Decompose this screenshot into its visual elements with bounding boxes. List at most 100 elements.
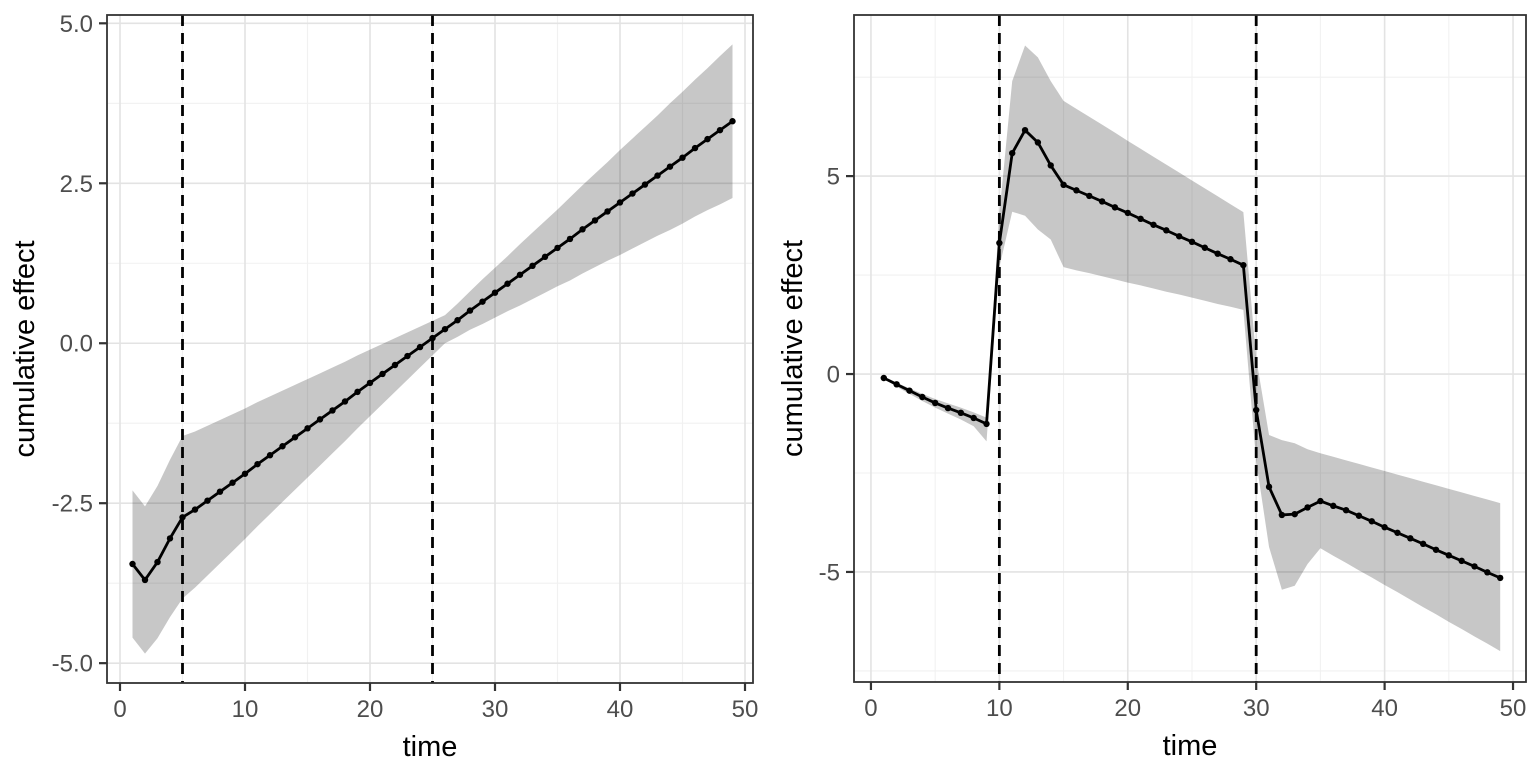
data-point — [893, 381, 900, 388]
intervention-vlines — [997, 15, 1258, 682]
data-point — [1419, 540, 1427, 548]
data-point — [1368, 518, 1375, 525]
data-point — [880, 374, 887, 382]
x-tick-label: 10 — [986, 695, 1013, 722]
data-points — [880, 126, 1504, 582]
data-point — [1086, 192, 1093, 200]
data-point — [1034, 139, 1042, 146]
data-point — [1471, 563, 1478, 570]
data-point — [504, 280, 511, 287]
x-axis-labels: 0 10 20 30 40 50 — [864, 695, 1526, 722]
y-axis-title: cumulative effect — [9, 240, 41, 457]
data-point — [679, 154, 686, 161]
data-point — [1317, 497, 1324, 505]
panel-border — [853, 14, 1527, 683]
data-point — [704, 135, 711, 143]
data-point — [316, 416, 324, 423]
y-tick-label: -2.5 — [52, 491, 93, 518]
data-point — [1496, 574, 1504, 582]
data-point — [641, 181, 649, 188]
data-point — [441, 325, 449, 333]
data-point — [491, 289, 499, 296]
data-point — [391, 361, 399, 369]
y-axis-labels: 5.0 2.5 0.0 -2.5 -5.0 — [52, 11, 93, 678]
data-point — [1445, 552, 1453, 559]
data-point — [1240, 261, 1247, 269]
data-point — [1278, 511, 1286, 519]
x-tick-label: 40 — [1371, 695, 1398, 722]
confidence-ribbon — [883, 45, 1501, 652]
x-tick-label: 20 — [357, 696, 384, 723]
axis-ticks — [846, 175, 1515, 690]
data-point — [919, 393, 926, 401]
data-point — [957, 409, 965, 417]
data-point — [191, 506, 199, 513]
x-tick-label: 50 — [1500, 695, 1527, 722]
x-axis-title: time — [1163, 730, 1218, 762]
data-point — [379, 370, 386, 378]
data-point — [1009, 149, 1016, 157]
data-points — [129, 118, 736, 584]
data-point — [1355, 512, 1363, 519]
x-tick-label: 30 — [482, 696, 509, 723]
data-point — [304, 425, 311, 432]
data-point — [996, 239, 1003, 247]
data-point — [291, 434, 299, 441]
axis-ticks — [99, 22, 747, 691]
x-tick-label: 10 — [232, 696, 259, 723]
data-point — [229, 479, 236, 486]
panel-background — [107, 15, 753, 683]
data-point — [1214, 250, 1221, 257]
y-tick-label: -5 — [819, 559, 840, 586]
data-point — [1124, 209, 1131, 217]
data-point — [691, 144, 699, 152]
data-point — [1330, 502, 1337, 510]
data-point — [366, 379, 374, 387]
data-point — [654, 172, 661, 179]
x-tick-label: 0 — [113, 696, 126, 723]
data-point — [1201, 244, 1209, 251]
x-tick-label: 0 — [864, 695, 877, 722]
data-point — [1150, 221, 1157, 228]
cumulative-effect-chart-right: 0 10 20 30 40 50 5 0 -5 time cumulative effect — [768, 0, 1536, 768]
y-tick-label: -5.0 — [52, 651, 93, 678]
y-tick-label: 2.5 — [60, 171, 93, 198]
data-point — [906, 387, 913, 394]
data-point — [329, 407, 336, 414]
data-point — [241, 470, 249, 477]
data-point — [1021, 126, 1029, 134]
data-point — [604, 208, 611, 215]
data-point — [629, 190, 636, 197]
data-point — [1394, 529, 1401, 536]
data-point — [566, 235, 574, 243]
data-point — [1304, 504, 1311, 511]
y-tick-label: 5 — [827, 164, 840, 191]
data-point — [1484, 569, 1491, 576]
y-axis-title: cumulative effect — [777, 240, 809, 457]
panel-background — [854, 15, 1526, 682]
data-point — [516, 271, 524, 278]
data-point — [1291, 510, 1298, 518]
data-point — [1098, 198, 1106, 205]
x-axis-title: time — [403, 731, 458, 763]
data-point — [1047, 162, 1054, 169]
data-point — [1163, 227, 1170, 234]
data-point — [579, 226, 586, 233]
data-point — [266, 452, 274, 459]
data-point — [666, 163, 674, 170]
data-point — [179, 514, 186, 521]
data-point — [1381, 524, 1388, 531]
intervention-vlines — [181, 15, 434, 683]
y-axis-labels: 5 0 -5 — [819, 164, 840, 587]
data-point — [1252, 406, 1260, 414]
data-point — [154, 558, 161, 566]
data-point — [1227, 256, 1234, 263]
data-point — [983, 420, 990, 428]
data-point — [454, 317, 461, 324]
data-point — [1073, 187, 1080, 194]
x-tick-label: 30 — [1243, 695, 1270, 722]
data-point — [616, 199, 624, 206]
grid-major — [107, 15, 753, 683]
